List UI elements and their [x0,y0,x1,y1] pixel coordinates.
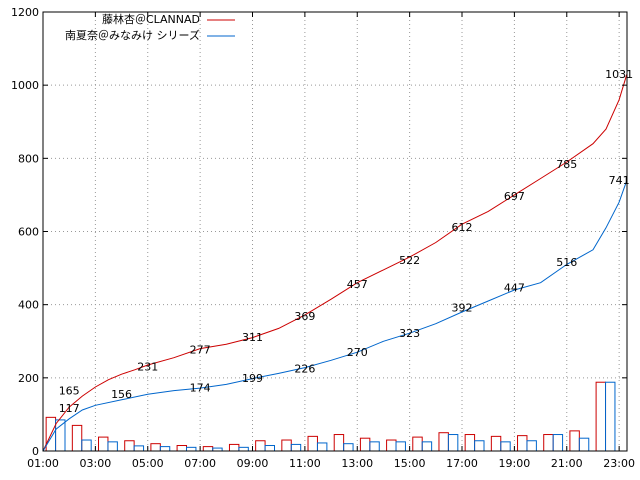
data-labels: 165 231 277 311 369 457 522 612 697 785 1031 117 156… [59,68,633,415]
axes: 0 200 400 600 800 1000 1200 01:00 03:00 05:00 07:0… [11,6,635,470]
series-line-1 [42,73,628,452]
x-tick-label: 13:00 [341,457,373,470]
grid [43,12,627,451]
data-label-series-1: 165 [59,385,80,398]
data-label-series-2: 199 [242,372,263,385]
data-label-series-2: 174 [190,381,211,394]
data-label-series-1: 522 [399,254,420,267]
data-label-series-1: 612 [452,221,473,234]
x-tick-label: 09:00 [237,457,269,470]
x-tick-label: 05:00 [132,457,164,470]
data-label-series-2: 516 [556,256,577,269]
series-lines [42,73,628,452]
x-tick-label: 03:00 [80,457,112,470]
data-label-series-2: 156 [111,388,132,401]
data-label-series-1: 277 [190,344,211,357]
x-tick-label: 11:00 [289,457,321,470]
x-tick-label: 15:00 [394,457,426,470]
data-label-series-1: 785 [556,158,577,171]
y-tick-label: 0 [32,445,39,458]
data-label-series-2: 270 [347,346,368,359]
y-tick-label: 600 [18,226,39,239]
y-tick-label: 400 [18,299,39,312]
y-tick-label: 1200 [11,6,39,19]
plot-frame [42,11,628,452]
legend: 藤林杏＠CLANNAD 南夏奈＠みなみけ シリーズ [65,12,235,42]
x-tick-label: 07:00 [184,457,216,470]
x-tick-label: 21:00 [551,457,583,470]
y-tick-label: 200 [18,372,39,385]
legend-label-series-1: 藤林杏＠CLANNAD [102,12,200,26]
x-tick-label: 19:00 [499,457,531,470]
y-tick-label: 1000 [11,79,39,92]
legend-label-series-2: 南夏奈＠みなみけ シリーズ [65,28,200,42]
data-label-series-1: 457 [347,278,368,291]
data-label-series-2: 323 [399,327,420,340]
data-label-series-1: 311 [242,331,263,344]
series-line-2 [42,179,628,452]
data-label-series-1: 369 [294,310,315,323]
x-tick-label: 17:00 [446,457,478,470]
data-label-series-2: 117 [59,402,80,415]
data-label-series-2: 226 [294,362,315,375]
x-tick-label: 01:00 [27,457,59,470]
data-label-series-1: 1031 [605,68,633,81]
data-label-series-2: 741 [609,174,630,187]
data-label-series-2: 447 [504,281,525,294]
x-tick-label: 23:00 [603,457,635,470]
data-label-series-1: 231 [137,360,158,373]
y-tick-label: 800 [18,152,39,165]
data-label-series-1: 697 [504,190,525,203]
data-label-series-2: 392 [452,302,473,315]
